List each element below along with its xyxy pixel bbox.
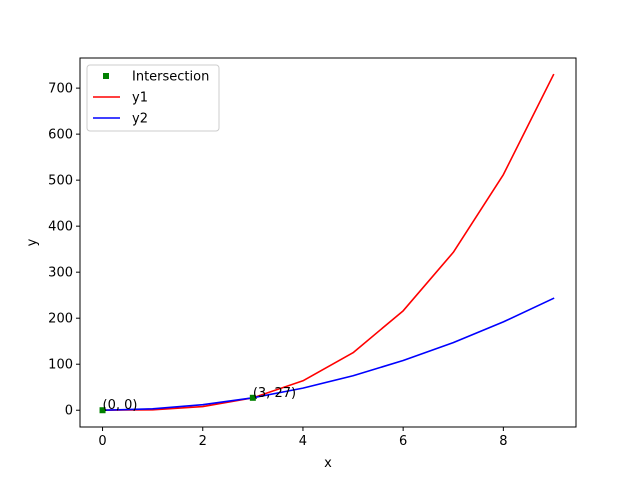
y-axis-label: y: [25, 238, 40, 246]
legend-entry-label: Intersection: [132, 70, 209, 85]
intersection-point: [249, 394, 256, 401]
legend: Intersection y1 y2: [86, 64, 220, 132]
y-tick-label: 0: [65, 404, 73, 419]
y-tick-label: 700: [48, 82, 73, 97]
y-tick-label: 400: [48, 220, 73, 235]
x-axis: 0 2 4 6 8: [98, 427, 507, 449]
axes-frame: [79, 57, 577, 428]
y-axis: 0 100 200 300 400 500 600 700: [48, 82, 80, 419]
x-tick-label: 6: [399, 434, 407, 449]
legend-entry-label: y2: [132, 112, 148, 127]
x-tick-label: 8: [499, 434, 507, 449]
y-tick-label: 600: [48, 128, 73, 143]
y-tick-label: 100: [48, 358, 73, 373]
intersection-annotation: (3, 27): [253, 386, 296, 401]
y-tick-label: 500: [48, 174, 73, 189]
series-line-y1: [101, 73, 555, 412]
intersection-point: [99, 407, 106, 414]
legend-box: [86, 64, 220, 132]
x-tick-label: 0: [98, 434, 106, 449]
series-line-y2: [101, 297, 555, 412]
x-axis-label: x: [324, 456, 332, 471]
x-tick-label: 4: [299, 434, 307, 449]
intersection-annotation: (0, 0): [103, 398, 138, 413]
y-tick-label: 300: [48, 266, 73, 281]
legend-entry-label: y1: [132, 91, 148, 106]
plot-area: (0, 0) (3, 27): [79, 57, 577, 428]
y-tick-label: 200: [48, 312, 73, 327]
legend-marker-intersection: [103, 73, 109, 79]
x-tick-label: 2: [199, 434, 207, 449]
